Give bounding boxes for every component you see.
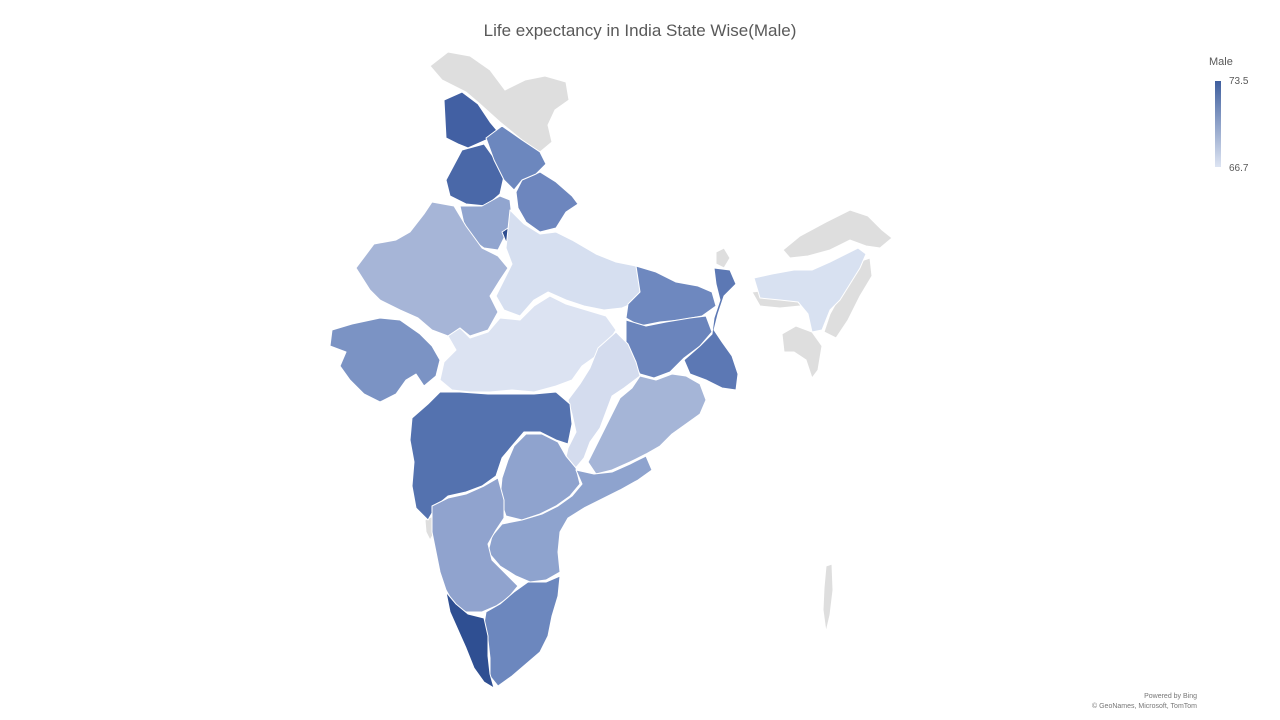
state-west-bengal[interactable] [683,267,739,391]
chart-title: Life expectancy in India State Wise(Male… [483,21,797,40]
attribution-powered-by: Powered by Bing [1144,693,1197,700]
state-andhra-pradesh[interactable] [487,455,653,583]
state-odisha[interactable] [587,373,707,475]
state-kerala[interactable] [445,591,495,689]
region-andaman [822,563,834,633]
map-attribution: Powered by Bing © GeoNames, Microsoft, T… [1092,692,1197,712]
state-uttar-pradesh[interactable] [495,209,643,317]
attribution-copyright: © GeoNames, Microsoft, TomTom [1092,703,1197,710]
legend-gradient-bar [1215,81,1221,167]
region-sikkim [715,247,731,269]
legend-min-label: 66.7 [1229,163,1249,174]
legend-title: Male [1209,56,1233,68]
state-regions [329,91,867,689]
color-legend: Male 73.5 66.7 [1209,56,1269,186]
state-tamil-nadu[interactable] [483,575,561,687]
state-maharashtra[interactable] [409,391,573,521]
legend-max-label: 73.5 [1229,76,1249,87]
region-arunachal [782,209,893,259]
state-karnataka[interactable] [431,477,519,613]
state-gujarat[interactable] [329,317,441,403]
state-uttarakhand[interactable] [515,171,579,233]
state-assam[interactable] [753,247,867,333]
region-mizoram-tripura [781,325,823,380]
state-hp-ladakh-link[interactable] [485,125,547,191]
nodata-regions [424,51,893,633]
region-jammu-kashmir [429,51,570,153]
